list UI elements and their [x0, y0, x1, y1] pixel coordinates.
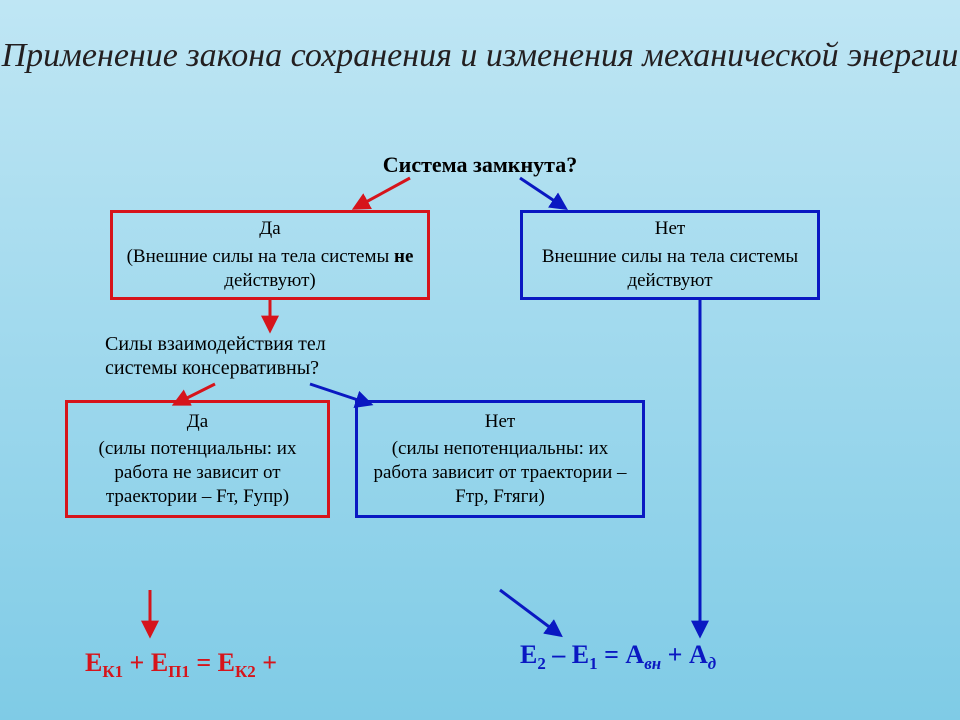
box-yes-closed-header: Да	[259, 217, 280, 241]
box-yes-conservative: Да (силы потенциальны: их работа не зави…	[65, 400, 330, 518]
box-no-conservative-body: (силы непотенциальны: их работа зависит …	[368, 437, 632, 508]
slide-title: Применение закона сохранения и изменения…	[0, 36, 960, 75]
box-yes-closed-body: (Внешние силы на тела системы не действу…	[123, 245, 417, 293]
box-yes-conservative-header: Да	[187, 410, 208, 434]
question-system-closed: Система замкнута?	[305, 152, 655, 178]
box-no-conservative-header: Нет	[485, 410, 515, 434]
question-conservative: Силы взаимодействия тел системы консерва…	[105, 332, 415, 380]
box-yes-conservative-body: (силы потенциальны: их работа не зависит…	[78, 437, 317, 508]
diagram-stage: Применение закона сохранения и изменения…	[0, 0, 960, 720]
box-yes-closed: Да (Внешние силы на тела системы не дейс…	[110, 210, 430, 300]
box-no-closed: Нет Внешние силы на тела системы действу…	[520, 210, 820, 300]
box-no-conservative: Нет (силы непотенциальны: их работа зави…	[355, 400, 645, 518]
formula-work-energy: Е2 – Е1 = Авн + Ад	[520, 640, 716, 674]
box-no-closed-body: Внешние силы на тела системы действуют	[533, 245, 807, 293]
formula-conservation: ЕК1 + ЕП1 = ЕК2 +	[85, 648, 277, 682]
box-no-closed-header: Нет	[655, 217, 685, 241]
